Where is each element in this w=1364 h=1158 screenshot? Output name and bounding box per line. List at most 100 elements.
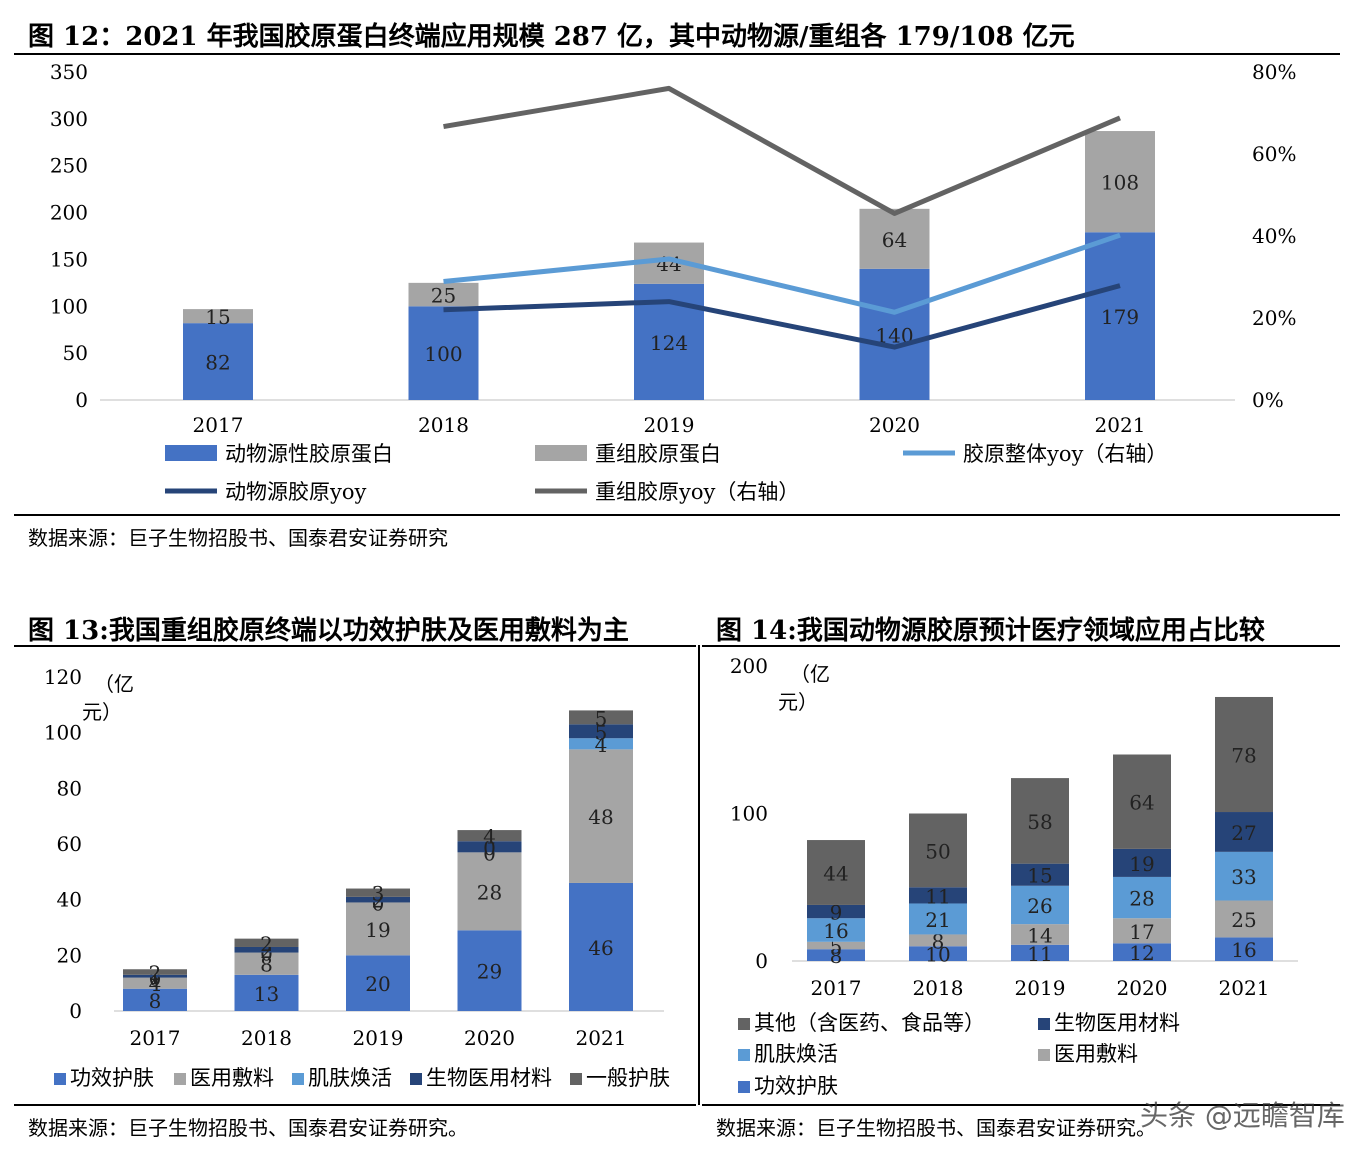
fig12-bar-label: 15 — [205, 305, 230, 329]
fig12-y2-tick-label: 20% — [1252, 306, 1296, 330]
fig14-bar-label: 44 — [823, 862, 848, 886]
fig13-bar — [234, 974, 299, 1011]
fig14-bar-label: 16 — [823, 919, 848, 943]
fig13-y-tick-label: 80 — [57, 776, 82, 800]
fig14-y-tick-label: 0 — [755, 949, 768, 973]
fig13-legend-label: 功效护肤 — [70, 1066, 154, 1090]
fig12-bar — [408, 282, 479, 307]
fig12-y-tick-label: 300 — [50, 107, 88, 131]
fig13-y-tick-label: 100 — [44, 721, 82, 745]
fig13-bottom-rule — [14, 1104, 696, 1106]
fig14-bar — [1113, 943, 1171, 961]
fig13-bar — [457, 852, 522, 931]
fig13-bar — [569, 738, 633, 750]
fig13-bar — [457, 930, 522, 1011]
fig13-bar-label: 48 — [588, 805, 613, 829]
fig13-bar — [123, 977, 187, 989]
fig14-legend-label: 肌肤焕活 — [754, 1042, 838, 1066]
fig13-bar-label: 20 — [365, 972, 390, 996]
fig14-legend-label: 其他（含医药、食品等） — [754, 1011, 985, 1035]
fig13-bar — [123, 969, 187, 975]
fig14-bar — [1215, 900, 1273, 938]
fig13-bar — [569, 724, 633, 739]
fig13-bar — [346, 902, 410, 956]
fig13-y-tick-label: 0 — [69, 999, 82, 1023]
fig13-y-unit: 元） — [82, 700, 122, 724]
fig14-bar — [1215, 696, 1273, 813]
fig13-bar — [346, 896, 410, 903]
fig12-x-tick-label: 2018 — [418, 413, 469, 437]
fig12-legend-swatch — [535, 445, 587, 461]
fig14-bar — [1215, 812, 1273, 852]
fig12-legend-label: 动物源胶原yoy — [225, 480, 367, 504]
fig14-x-tick-label: 2017 — [811, 976, 862, 1000]
fig14-bar — [1113, 876, 1171, 919]
fig14-bar — [1011, 885, 1069, 925]
fig14-bar — [807, 949, 865, 961]
fig13-bar — [569, 710, 633, 725]
fig14-legend-swatch — [738, 1018, 750, 1030]
fig14-y-unit: 元） — [778, 690, 818, 714]
fig13-bar-label: 29 — [477, 960, 502, 984]
fig12-bar-label: 44 — [656, 252, 681, 276]
fig13-bar — [569, 749, 633, 883]
fig13-bar — [346, 955, 410, 1011]
fig12-x-tick-label: 2019 — [644, 413, 695, 437]
fig14-bar — [1215, 937, 1273, 961]
fig13-bar — [123, 974, 187, 978]
fig14-bar-label: 10 — [925, 943, 950, 967]
fig14-bar — [909, 813, 967, 888]
fig13-legend-swatch — [410, 1073, 422, 1085]
fig13-legend-swatch — [570, 1073, 582, 1085]
fig14-legend-label: 功效护肤 — [754, 1074, 838, 1098]
fig14-bar-label: 14 — [1027, 923, 1052, 947]
fig14-x-tick-label: 2019 — [1015, 976, 1066, 1000]
fig13-bar-label: 8 — [260, 953, 273, 977]
fig14-bar-label: 8 — [932, 929, 945, 953]
fig13-bar-label: 0 — [483, 836, 496, 860]
fig13-bar-label: 2 — [260, 932, 273, 956]
fig12-line — [443, 232, 1121, 315]
fig12-legend-label: 动物源性胶原蛋白 — [225, 442, 393, 466]
fig14-source: 数据来源：巨子生物招股书、国泰君安证券研究。 — [716, 1116, 1156, 1140]
fig14-bar-label: 19 — [1129, 852, 1154, 876]
fig14-bar — [807, 918, 865, 942]
fig12-legend-label: 重组胶原yoy（右轴） — [595, 480, 799, 504]
fig13-x-tick-label: 2018 — [241, 1026, 292, 1050]
fig13-x-tick-label: 2020 — [464, 1026, 515, 1050]
fig14-bar-label: 50 — [925, 839, 950, 863]
fig12-bar — [183, 323, 253, 400]
fig13-bar-label: 4 — [483, 825, 496, 849]
fig13-legend-label: 医用敷料 — [190, 1066, 274, 1090]
fig14-bar — [1011, 778, 1069, 864]
fig14-bar-label: 58 — [1027, 810, 1052, 834]
fig14-bar — [909, 946, 967, 961]
fig14-bar — [807, 840, 865, 905]
fig13-bar-label: 8 — [149, 989, 162, 1013]
fig14-bar — [1011, 944, 1069, 961]
fig14-y-tick-label: 200 — [730, 654, 768, 678]
fig13-bar-label: 5 — [595, 720, 608, 744]
fig12-line — [443, 283, 1121, 350]
fig14-bar-label: 28 — [1129, 887, 1154, 911]
fig12-y2-tick-label: 80% — [1252, 60, 1296, 84]
fig12-x-tick-label: 2021 — [1095, 413, 1146, 437]
fig14-bar-label: 16 — [1231, 938, 1256, 962]
fig12-y2-tick-label: 40% — [1252, 224, 1296, 248]
fig14-bar — [909, 903, 967, 935]
fig12-bar — [859, 268, 930, 400]
fig14-top-rule — [702, 645, 1340, 647]
fig13-x-tick-label: 2017 — [130, 1026, 181, 1050]
fig13-bar — [346, 888, 410, 897]
fig12-bar-label: 124 — [650, 331, 688, 355]
fig13-bar — [569, 882, 633, 1011]
fig12-top-rule — [14, 53, 1340, 55]
fig14-bottom-rule — [702, 1104, 1340, 1106]
fig13-y-tick-label: 120 — [44, 665, 82, 689]
fig12-source: 数据来源：巨子生物招股书、国泰君安证券研究 — [28, 526, 448, 550]
fig12-y-tick-label: 200 — [50, 201, 88, 225]
fig12-bar — [183, 309, 253, 324]
fig14-x-tick-label: 2018 — [913, 976, 964, 1000]
fig12-bar — [1085, 131, 1155, 233]
